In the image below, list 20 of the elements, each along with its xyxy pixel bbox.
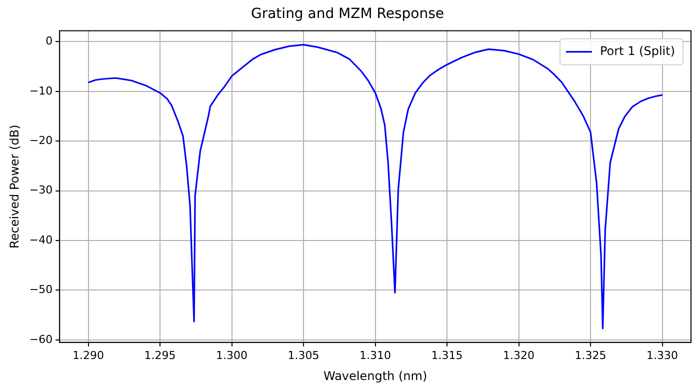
y-tick-label: −50 <box>29 283 53 296</box>
x-tick-label: 1.310 <box>360 348 392 362</box>
x-tick-label: 1.300 <box>216 348 248 362</box>
x-tick-label: 1.295 <box>144 348 176 362</box>
x-tick-label: 1.315 <box>431 348 463 362</box>
y-tick-label: −30 <box>29 184 53 197</box>
y-tick-label: −10 <box>29 84 53 98</box>
x-tick-label: 1.320 <box>503 348 535 362</box>
x-tick-label: 1.305 <box>288 348 320 362</box>
y-tick-label: −60 <box>29 332 53 346</box>
y-tick-label: −40 <box>29 233 53 246</box>
x-tick-label: 1.325 <box>574 348 606 362</box>
y-axis-title: Received Power (dB) <box>7 124 22 248</box>
x-tick-label: 1.330 <box>646 348 678 362</box>
y-tick-label: 0 <box>46 34 53 48</box>
y-tick-label: −20 <box>29 134 53 147</box>
x-axis-title: Wavelength (nm) <box>323 368 428 383</box>
legend-label: Port 1 (Split) <box>600 44 676 58</box>
x-tick-label: 1.290 <box>72 348 104 362</box>
chart-title: Grating and MZM Response <box>251 6 444 22</box>
